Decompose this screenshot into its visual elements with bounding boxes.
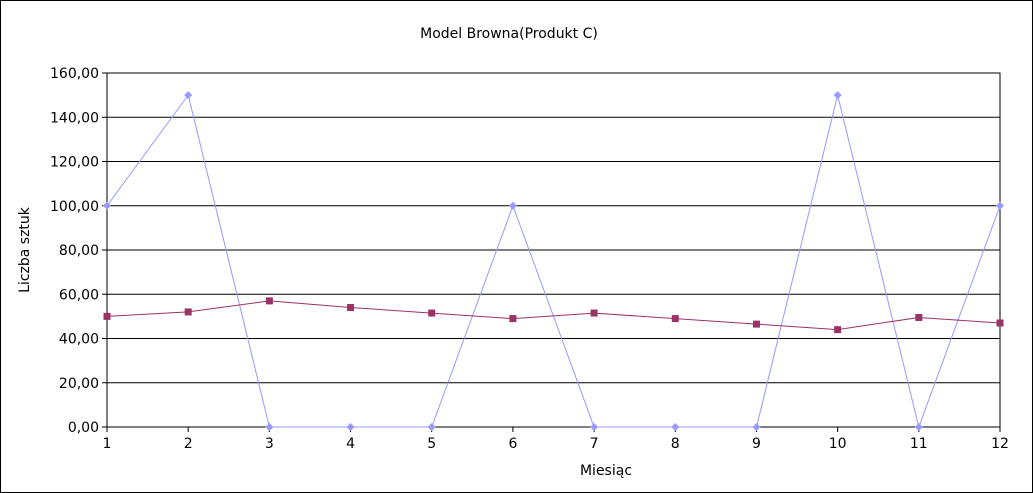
x-axis-ticks: 1 2 3 4 5 6 7 8 9 10 11 12 [103, 427, 1009, 452]
data-point [184, 91, 193, 100]
x-tick-label: 3 [265, 436, 274, 452]
data-point [347, 304, 355, 312]
x-tick-label: 10 [829, 436, 847, 452]
data-point [752, 423, 761, 431]
chart-title: Model Browna(Produkt C) [420, 26, 598, 42]
y-tick-label: 140,00 [50, 110, 99, 126]
x-tick-label: 2 [184, 436, 193, 452]
data-point [834, 326, 842, 334]
series-line [106, 93, 1001, 429]
x-tick-label: 1 [103, 436, 112, 452]
data-point [103, 201, 111, 210]
y-tick-label: 40,00 [59, 332, 99, 348]
data-point [508, 201, 517, 210]
series-2 [103, 297, 1004, 334]
x-tick-label: 4 [346, 436, 355, 452]
data-point [996, 201, 1004, 210]
data-point [996, 319, 1004, 327]
data-point [265, 297, 273, 305]
x-tick-label: 6 [508, 436, 517, 452]
data-point [671, 315, 679, 323]
x-tick-label: 11 [910, 436, 928, 452]
data-point [103, 312, 111, 320]
y-axis-ticks: 0,00 20,00 40,00 60,00 80,00 100,00 120,00 140,… [50, 66, 107, 436]
x-tick-label: 9 [752, 436, 761, 452]
data-point [427, 423, 436, 431]
x-axis-title: Miesiąc [580, 463, 632, 479]
x-tick-label: 8 [671, 436, 680, 452]
x-tick-label: 12 [991, 436, 1009, 452]
data-point [833, 91, 842, 100]
y-tick-label: 120,00 [50, 155, 99, 171]
data-point [509, 315, 517, 323]
y-tick-label: 80,00 [59, 243, 99, 259]
data-point [590, 423, 599, 431]
data-point [752, 320, 760, 328]
y-tick-label: 100,00 [50, 199, 99, 215]
data-point [265, 423, 274, 431]
y-tick-label: 60,00 [59, 287, 99, 303]
data-point [914, 423, 923, 431]
data-point [184, 308, 192, 316]
y-tick-label: 0,00 [68, 420, 99, 436]
data-point [915, 313, 923, 321]
grid-lines [107, 116, 1000, 384]
series-layer [103, 91, 1004, 431]
data-point [671, 423, 680, 431]
data-point [346, 423, 355, 431]
x-tick-label: 7 [590, 436, 599, 452]
x-tick-label: 5 [427, 436, 436, 452]
y-tick-label: 160,00 [50, 66, 99, 82]
data-point [590, 309, 598, 317]
series-1 [103, 91, 1004, 431]
series-line [106, 300, 1001, 331]
y-axis-title: Liczba sztuk [17, 206, 33, 293]
data-point [428, 309, 436, 317]
y-tick-label: 20,00 [59, 376, 99, 392]
